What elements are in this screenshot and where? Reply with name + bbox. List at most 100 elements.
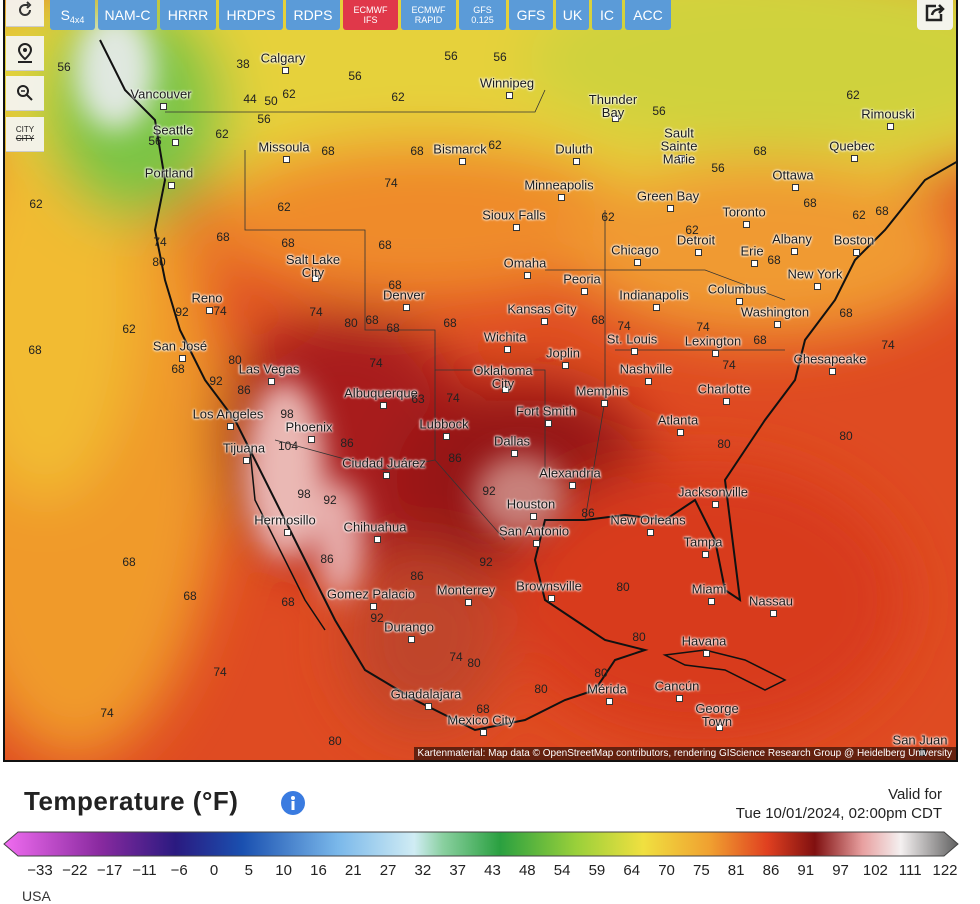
model-button[interactable]: ECMWF RAPID xyxy=(401,0,456,30)
city-label[interactable]: Monterrey xyxy=(436,582,496,598)
city-label[interactable]: Memphis xyxy=(575,383,629,399)
city-label[interactable]: Boston xyxy=(833,232,875,248)
model-button[interactable]: GFS 0.125 xyxy=(459,0,506,30)
city-label[interactable]: George Town xyxy=(695,701,739,729)
city-marker xyxy=(712,350,719,357)
city-label[interactable]: Washington xyxy=(740,304,810,320)
model-button[interactable]: ECMWF IFS xyxy=(343,0,398,30)
zoom-button[interactable] xyxy=(6,76,44,111)
model-button[interactable]: RDPS xyxy=(286,0,340,30)
city-label[interactable]: Portland xyxy=(144,165,194,181)
city-label[interactable]: Durango xyxy=(384,619,434,635)
city-label[interactable]: Detroit xyxy=(676,232,716,248)
city-label[interactable]: Ciudad Juárez xyxy=(342,455,426,471)
model-button[interactable]: HRDPS xyxy=(219,0,283,30)
location-button[interactable] xyxy=(6,36,44,71)
city-label[interactable]: Miami xyxy=(691,581,727,597)
city-label[interactable]: Minneapolis xyxy=(524,177,594,193)
city-label[interactable]: Dallas xyxy=(493,433,531,449)
city-label[interactable]: Tampa xyxy=(683,534,723,550)
city-label[interactable]: Fort Smith xyxy=(516,403,576,419)
city-label[interactable]: Winnipeg xyxy=(479,75,535,91)
city-label[interactable]: Calgary xyxy=(260,50,306,66)
city-label[interactable]: Mexico City xyxy=(447,712,515,728)
city-label[interactable]: Phoenix xyxy=(285,419,333,435)
city-label[interactable]: Houston xyxy=(506,496,556,512)
legend-title: Temperature (°F) xyxy=(24,786,239,816)
city-label[interactable]: Omaha xyxy=(503,255,547,271)
model-button[interactable]: HRRR xyxy=(160,0,216,30)
city-label[interactable]: Green Bay xyxy=(636,188,700,204)
city-label[interactable]: Albany xyxy=(772,231,812,247)
model-button[interactable]: IC xyxy=(592,0,622,30)
city-label[interactable]: Sioux Falls xyxy=(482,207,546,223)
city-label[interactable]: Jacksonville xyxy=(677,484,749,500)
city-label[interactable]: Tijuana xyxy=(222,440,266,456)
city-label[interactable]: Joplin xyxy=(546,345,580,361)
city-label[interactable]: Denver xyxy=(383,287,425,303)
model-button[interactable]: S4x4 xyxy=(50,0,95,30)
city-label[interactable]: Havana xyxy=(681,633,727,649)
city-label[interactable]: Lexington xyxy=(684,333,742,349)
city-label[interactable]: Indianapolis xyxy=(619,287,689,303)
city-label[interactable]: San Antonio xyxy=(498,523,570,539)
city-label[interactable]: Chicago xyxy=(611,242,659,258)
city-label[interactable]: Reno xyxy=(191,290,223,306)
model-button[interactable]: GFS xyxy=(509,0,553,30)
city-label[interactable]: Lubbock xyxy=(419,416,469,432)
city-label[interactable]: Hermosillo xyxy=(254,512,316,528)
temperature-label: 62 xyxy=(277,200,291,214)
city-marker xyxy=(465,599,472,606)
city-label[interactable]: New York xyxy=(787,266,843,282)
city-label[interactable]: St. Louis xyxy=(606,331,658,347)
city-label[interactable]: Mérida xyxy=(587,681,627,697)
city-label[interactable]: Thunder Bay xyxy=(588,92,638,120)
info-button[interactable] xyxy=(281,791,305,815)
city-label[interactable]: Seattle xyxy=(152,122,194,138)
share-button[interactable] xyxy=(917,0,953,30)
city-label[interactable]: Wichita xyxy=(483,329,527,345)
city-toggle[interactable]: CITY CITY xyxy=(6,117,44,152)
city-label[interactable]: Kansas City xyxy=(507,301,577,317)
refresh-button[interactable] xyxy=(6,0,44,27)
city-label[interactable]: Vancouver xyxy=(130,86,192,102)
city-label[interactable]: Guadalajara xyxy=(390,686,462,702)
temperature-label: 56 xyxy=(57,60,71,74)
city-label[interactable]: Los Angeles xyxy=(192,406,264,422)
city-label[interactable]: Chihuahua xyxy=(343,519,407,535)
city-label[interactable]: Missoula xyxy=(258,139,310,155)
city-label[interactable]: Nashville xyxy=(619,361,673,377)
city-label[interactable]: Cancún xyxy=(654,678,700,694)
city-label[interactable]: Las Vegas xyxy=(238,361,300,377)
city-label[interactable]: Albuquerque xyxy=(344,385,418,401)
city-label[interactable]: Sault Sainte Marie xyxy=(660,125,698,167)
city-label[interactable]: Quebec xyxy=(829,138,875,154)
temperature-label: 62 xyxy=(29,197,43,211)
model-button[interactable]: NAM-C xyxy=(98,0,157,30)
city-label[interactable]: Gomez Palacio xyxy=(326,586,416,602)
model-button[interactable]: ACC xyxy=(625,0,671,30)
city-label[interactable]: Peoria xyxy=(563,271,601,287)
city-marker xyxy=(606,698,613,705)
city-label[interactable]: Bismarck xyxy=(433,141,487,157)
city-label[interactable]: New Orleans xyxy=(610,512,686,528)
city-label[interactable]: Erie xyxy=(740,243,764,259)
city-label[interactable]: Columbus xyxy=(707,281,767,297)
city-label[interactable]: Rimouski xyxy=(861,106,915,122)
city-label[interactable]: Brownsville xyxy=(516,578,582,594)
city-label[interactable]: Charlotte xyxy=(697,381,751,397)
city-label[interactable]: San José xyxy=(152,338,208,354)
model-button[interactable]: UK xyxy=(556,0,589,30)
city-label[interactable]: Alexandria xyxy=(539,465,601,481)
city-label[interactable]: Chesapeake xyxy=(793,351,867,367)
city-label[interactable]: Nassau xyxy=(748,593,794,609)
city-label[interactable]: San Juan xyxy=(892,732,948,748)
city-label[interactable]: Toronto xyxy=(722,204,766,220)
temperature-label: 62 xyxy=(122,322,136,336)
city-label[interactable]: Atlanta xyxy=(657,412,699,428)
city-label[interactable]: Oklahoma City xyxy=(473,363,533,391)
city-label[interactable]: Duluth xyxy=(555,141,593,157)
city-label[interactable]: Salt Lake City xyxy=(285,252,341,280)
city-label[interactable]: Ottawa xyxy=(772,167,814,183)
map[interactable]: Calgary Winnipeg Thunder Bay Vancouver Seatt… xyxy=(3,0,958,762)
